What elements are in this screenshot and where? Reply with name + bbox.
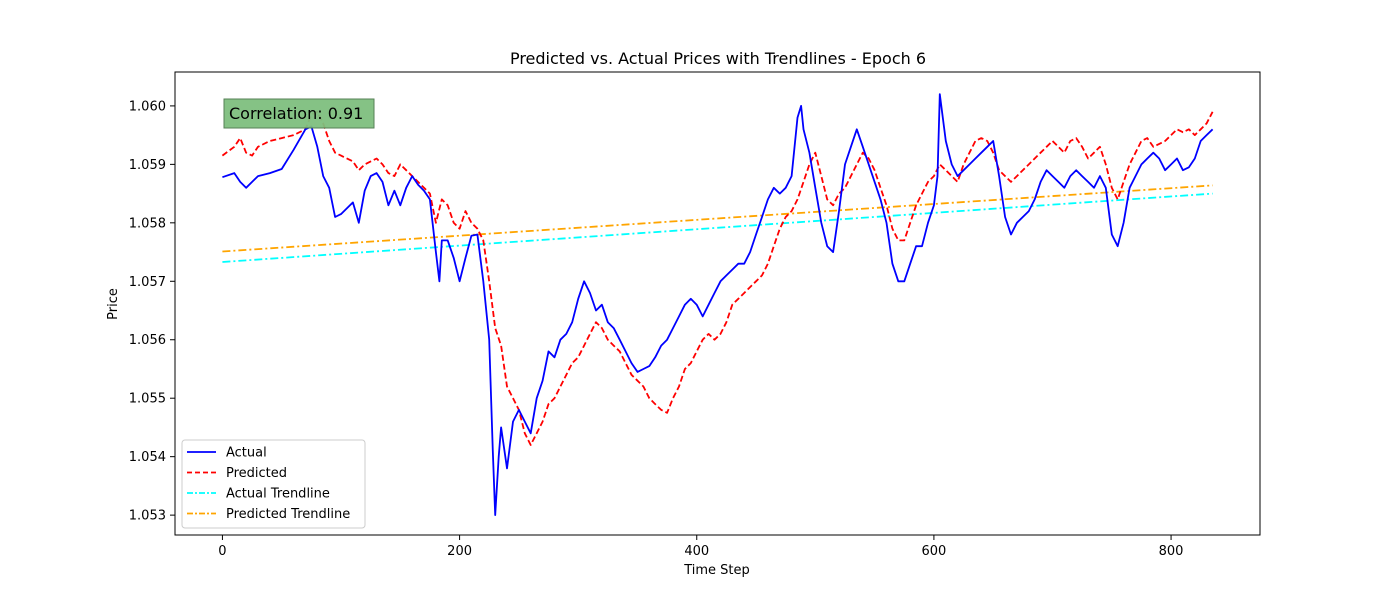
legend: Actual Predicted Actual Trendline Predicted…	[181, 439, 366, 529]
x-tick-label: 0	[218, 544, 226, 559]
x-axis: 0 200 400 600 800	[218, 535, 1183, 559]
y-tick-label: 1.053	[129, 509, 166, 524]
legend-label: Actual	[226, 446, 267, 461]
series-line-actual-trendline	[222, 192, 1213, 263]
y-tick-label: 1.054	[129, 450, 166, 465]
x-tick-label: 600	[921, 544, 946, 559]
x-axis-label: Time Step	[683, 563, 750, 578]
series-line-predicted	[221, 110, 1214, 446]
y-tick-label: 1.057	[129, 275, 166, 290]
y-axis-label: Price	[106, 288, 121, 320]
x-tick-label: 400	[684, 544, 709, 559]
y-axis: 1.053 1.054 1.055 1.056 1.057 1.058 1.059 1.060	[129, 99, 175, 524]
correlation-annotation: Correlation: 0.91	[223, 98, 375, 129]
x-tick-label: 200	[447, 544, 472, 559]
x-tick-label: 800	[1159, 544, 1184, 559]
legend-box	[181, 439, 366, 529]
correlation-box	[223, 98, 375, 129]
correlation-text: Correlation: 0.91	[229, 104, 363, 123]
series-line-actual	[222, 93, 1214, 516]
series-line-predicted-trendline	[222, 184, 1213, 253]
y-tick-label: 1.055	[129, 392, 166, 407]
y-tick-label: 1.059	[129, 158, 166, 173]
chart-title: Predicted vs. Actual Prices with Trendli…	[510, 49, 926, 68]
y-tick-label: 1.056	[129, 333, 166, 348]
y-tick-label: 1.060	[129, 99, 166, 114]
legend-label: Predicted Trendline	[226, 507, 350, 522]
series-layer	[221, 93, 1214, 516]
legend-label: Actual Trendline	[226, 487, 330, 502]
plot-area	[174, 71, 1261, 536]
axes-frame	[174, 71, 1261, 536]
legend-label: Predicted	[226, 466, 287, 481]
y-tick-label: 1.058	[129, 216, 166, 231]
